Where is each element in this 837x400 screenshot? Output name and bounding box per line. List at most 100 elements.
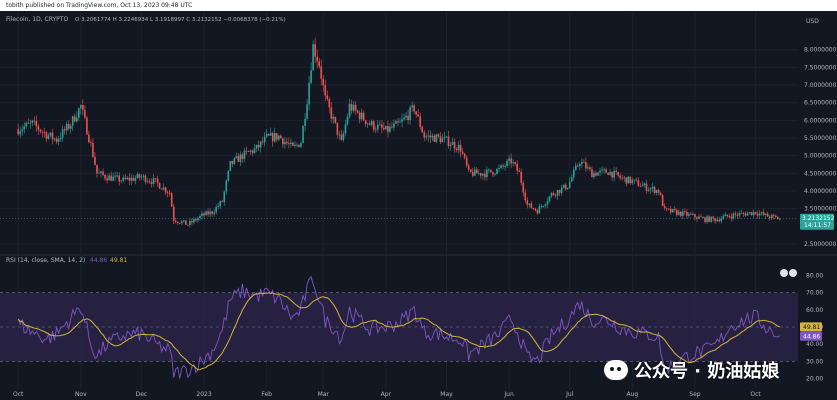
candle-body[interactable] <box>526 200 529 205</box>
candle-body[interactable] <box>478 172 480 174</box>
candle-body[interactable] <box>649 188 652 190</box>
candle-body[interactable] <box>96 164 98 174</box>
candle-body[interactable] <box>498 168 500 170</box>
candle-body[interactable] <box>637 180 640 187</box>
candle-body[interactable] <box>641 185 644 187</box>
candle-body[interactable] <box>235 156 238 159</box>
candle-body[interactable] <box>714 218 716 222</box>
candle-body[interactable] <box>457 144 460 151</box>
candle-body[interactable] <box>451 141 454 145</box>
candle-body[interactable] <box>185 220 187 225</box>
candle-body[interactable] <box>67 123 70 129</box>
candle-body[interactable] <box>71 116 74 126</box>
candle-body[interactable] <box>271 133 274 142</box>
candle-body[interactable] <box>768 216 771 219</box>
candle-body[interactable] <box>39 129 42 132</box>
candle-body[interactable] <box>469 169 472 173</box>
candle-body[interactable] <box>696 217 698 219</box>
candle-body[interactable] <box>647 189 650 191</box>
candle-body[interactable] <box>328 99 331 108</box>
candle-body[interactable] <box>348 103 351 117</box>
candle-body[interactable] <box>114 175 116 177</box>
candle-body[interactable] <box>225 180 228 192</box>
candle-body[interactable] <box>542 205 545 207</box>
candle-body[interactable] <box>172 206 175 221</box>
candle-body[interactable] <box>296 144 298 146</box>
candle-body[interactable] <box>168 193 171 194</box>
candle-body[interactable] <box>55 138 58 142</box>
candle-body[interactable] <box>57 139 60 142</box>
candle-body[interactable] <box>27 122 30 124</box>
candle-body[interactable] <box>102 171 104 175</box>
candle-body[interactable] <box>110 175 112 181</box>
candle-body[interactable] <box>415 111 417 115</box>
candle-body[interactable] <box>671 209 674 213</box>
candle-body[interactable] <box>300 142 302 147</box>
candle-body[interactable] <box>132 177 135 181</box>
candle-body[interactable] <box>106 178 108 181</box>
candle-body[interactable] <box>383 127 385 130</box>
candle-body[interactable] <box>758 213 761 216</box>
candle-body[interactable] <box>437 134 440 137</box>
candle-body[interactable] <box>261 141 264 143</box>
candle-body[interactable] <box>657 190 660 193</box>
candle-body[interactable] <box>492 172 494 175</box>
candle-body[interactable] <box>441 138 444 143</box>
candle-body[interactable] <box>609 171 611 175</box>
candle-body[interactable] <box>760 212 763 214</box>
candle-body[interactable] <box>189 220 191 225</box>
candle-body[interactable] <box>633 179 636 181</box>
candle-body[interactable] <box>686 211 688 216</box>
candle-body[interactable] <box>273 133 276 142</box>
candle-body[interactable] <box>263 136 266 143</box>
candle-body[interactable] <box>334 116 337 123</box>
candle-body[interactable] <box>122 177 125 181</box>
candle-body[interactable] <box>183 220 185 222</box>
candle-body[interactable] <box>356 110 359 113</box>
candle-body[interactable] <box>179 222 181 224</box>
candle-body[interactable] <box>290 142 292 145</box>
candle-body[interactable] <box>484 173 486 178</box>
candle-body[interactable] <box>675 209 678 215</box>
candle-body[interactable] <box>744 213 747 216</box>
candle-body[interactable] <box>514 162 516 164</box>
candle-body[interactable] <box>520 171 523 183</box>
candle-body[interactable] <box>599 170 601 173</box>
candle-body[interactable] <box>148 181 151 183</box>
candle-body[interactable] <box>166 192 169 194</box>
candle-body[interactable] <box>75 117 78 122</box>
candle-body[interactable] <box>199 215 201 219</box>
candle-body[interactable] <box>629 176 632 184</box>
candle-body[interactable] <box>366 123 369 125</box>
candle-body[interactable] <box>227 170 230 181</box>
candle-body[interactable] <box>482 173 484 176</box>
candle-body[interactable] <box>170 193 173 207</box>
candle-body[interactable] <box>130 177 133 181</box>
candle-body[interactable] <box>265 134 268 137</box>
candle-body[interactable] <box>324 85 327 96</box>
candle-body[interactable] <box>306 104 308 119</box>
candle-body[interactable] <box>459 144 462 152</box>
candle-body[interactable] <box>429 135 432 138</box>
candle-body[interactable] <box>536 210 539 214</box>
candle-body[interactable] <box>611 171 613 178</box>
candle-body[interactable] <box>376 124 379 130</box>
candle-body[interactable] <box>623 177 626 179</box>
candle-body[interactable] <box>544 204 547 206</box>
candle-body[interactable] <box>108 175 110 181</box>
candle-body[interactable] <box>678 211 680 215</box>
candle-body[interactable] <box>742 212 745 214</box>
candle-body[interactable] <box>407 115 409 120</box>
flag-icon[interactable] <box>780 269 788 277</box>
candle-body[interactable] <box>706 216 708 222</box>
candle-body[interactable] <box>49 132 52 136</box>
candle-body[interactable] <box>494 173 496 175</box>
candle-body[interactable] <box>548 196 551 202</box>
candle-body[interactable] <box>431 135 434 138</box>
flag-icons[interactable] <box>780 269 797 277</box>
candle-body[interactable] <box>579 163 581 167</box>
candle-body[interactable] <box>538 206 541 214</box>
candle-body[interactable] <box>665 207 668 209</box>
candle-body[interactable] <box>247 151 250 152</box>
candle-body[interactable] <box>581 161 583 164</box>
